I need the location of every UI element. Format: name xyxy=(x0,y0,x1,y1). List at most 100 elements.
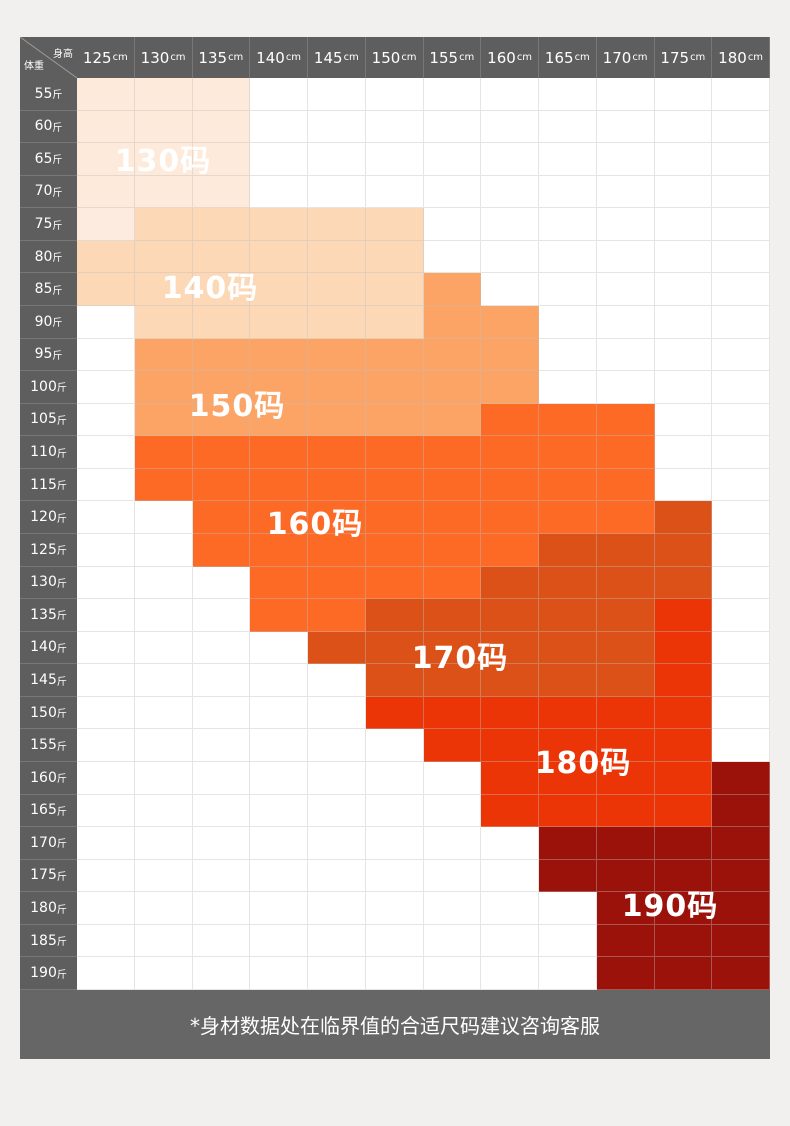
unit-label: cm xyxy=(690,52,706,63)
cell-empty xyxy=(308,664,366,697)
weight-tick-190: 190 斤 xyxy=(20,957,77,990)
unit-label: cm xyxy=(343,52,359,63)
cell-size-180 xyxy=(596,729,655,762)
weight-tick-55: 55 斤 xyxy=(20,78,77,111)
cell-size-160 xyxy=(308,501,366,534)
cell-empty xyxy=(192,696,251,730)
cell-size-190 xyxy=(712,859,770,893)
cell-size-160 xyxy=(192,501,251,534)
cell-empty xyxy=(712,273,770,306)
cell-empty xyxy=(539,175,597,209)
cell-empty xyxy=(250,957,308,990)
unit-label: 斤 xyxy=(56,937,67,949)
cell-size-160 xyxy=(192,468,251,502)
unit-label: 斤 xyxy=(52,90,63,102)
weight-tick-115: 115 斤 xyxy=(20,468,77,502)
cell-empty xyxy=(77,794,135,828)
cell-empty xyxy=(423,240,482,274)
cell-empty xyxy=(654,208,713,241)
size-label-140: 140码 xyxy=(161,271,259,306)
cell-empty xyxy=(365,110,424,144)
cell-size-160 xyxy=(423,501,482,534)
cell-size-170 xyxy=(365,631,424,665)
weight-tick-120: 120 斤 xyxy=(20,501,77,534)
cell-size-170 xyxy=(596,631,655,665)
height-tick-145: 145 cm xyxy=(308,37,366,78)
cell-size-170 xyxy=(423,599,482,632)
unit-label: cm xyxy=(632,52,648,63)
weight-tick-135: 135 斤 xyxy=(20,599,77,632)
cell-size-160 xyxy=(596,403,655,437)
cell-size-160 xyxy=(423,468,482,502)
cell-size-160 xyxy=(308,534,366,567)
cell-size-150 xyxy=(192,371,251,404)
cell-size-130 xyxy=(134,143,193,176)
cell-empty xyxy=(77,827,135,860)
cell-empty xyxy=(539,110,597,144)
cell-size-160 xyxy=(308,599,366,632)
height-tick-label: 175 xyxy=(660,48,690,67)
cell-empty xyxy=(250,631,308,665)
cell-size-160 xyxy=(365,566,424,600)
cell-size-180 xyxy=(481,729,539,762)
weight-tick-label: 135 xyxy=(30,606,57,623)
cell-size-160 xyxy=(365,468,424,502)
height-tick-label: 135 xyxy=(198,48,228,67)
cell-empty xyxy=(596,240,655,274)
cell-size-160 xyxy=(250,436,308,469)
unit-label: 斤 xyxy=(56,774,67,786)
cell-size-150 xyxy=(308,371,366,404)
cell-empty xyxy=(250,175,308,209)
weight-tick-label: 145 xyxy=(30,672,57,689)
cell-empty xyxy=(596,371,655,404)
size-label-170: 170码 xyxy=(411,641,509,676)
unit-label: cm xyxy=(401,52,417,63)
cell-size-180 xyxy=(539,794,597,828)
weight-tick-label: 155 xyxy=(30,737,57,754)
cell-size-180 xyxy=(654,794,713,828)
cell-size-170 xyxy=(654,501,713,534)
weight-tick-label: 120 xyxy=(30,509,57,526)
cell-size-190 xyxy=(654,892,713,925)
cell-size-160 xyxy=(250,599,308,632)
cell-size-160 xyxy=(308,468,366,502)
weight-tick-60: 60 斤 xyxy=(20,110,77,144)
cell-size-180 xyxy=(481,794,539,828)
cell-empty xyxy=(134,501,193,534)
weight-tick-label: 150 xyxy=(30,704,57,721)
cell-size-160 xyxy=(134,436,193,469)
cell-size-170 xyxy=(539,631,597,665)
cell-empty xyxy=(77,566,135,600)
cell-size-190 xyxy=(596,827,655,860)
unit-label: 斤 xyxy=(52,350,63,362)
cell-size-150 xyxy=(481,338,539,372)
cell-size-160 xyxy=(596,468,655,502)
unit-label: 斤 xyxy=(56,481,67,493)
cell-size-180 xyxy=(596,696,655,730)
cell-empty xyxy=(481,273,539,306)
height-tick-155: 155 cm xyxy=(423,37,482,78)
corner-header: 身高 体重 xyxy=(20,37,77,78)
cell-empty xyxy=(654,306,713,339)
weight-tick-label: 100 xyxy=(30,378,57,395)
cell-empty xyxy=(423,859,482,893)
cell-size-160 xyxy=(308,566,366,600)
cell-size-170 xyxy=(596,534,655,567)
cell-size-170 xyxy=(654,566,713,600)
cell-empty xyxy=(481,957,539,990)
unit-label: 斤 xyxy=(52,318,63,330)
weight-tick-145: 145 斤 xyxy=(20,664,77,697)
weight-tick-170: 170 斤 xyxy=(20,827,77,860)
cell-empty xyxy=(77,338,135,372)
cell-size-180 xyxy=(596,762,655,795)
cell-empty xyxy=(365,729,424,762)
cell-size-160 xyxy=(365,436,424,469)
cell-empty xyxy=(308,827,366,860)
cell-size-170 xyxy=(539,664,597,697)
cell-empty xyxy=(712,566,770,600)
cell-empty xyxy=(654,273,713,306)
cell-size-140 xyxy=(192,240,251,274)
height-tick-label: 165 xyxy=(544,48,574,67)
cell-empty xyxy=(250,696,308,730)
weight-tick-125: 125 斤 xyxy=(20,534,77,567)
